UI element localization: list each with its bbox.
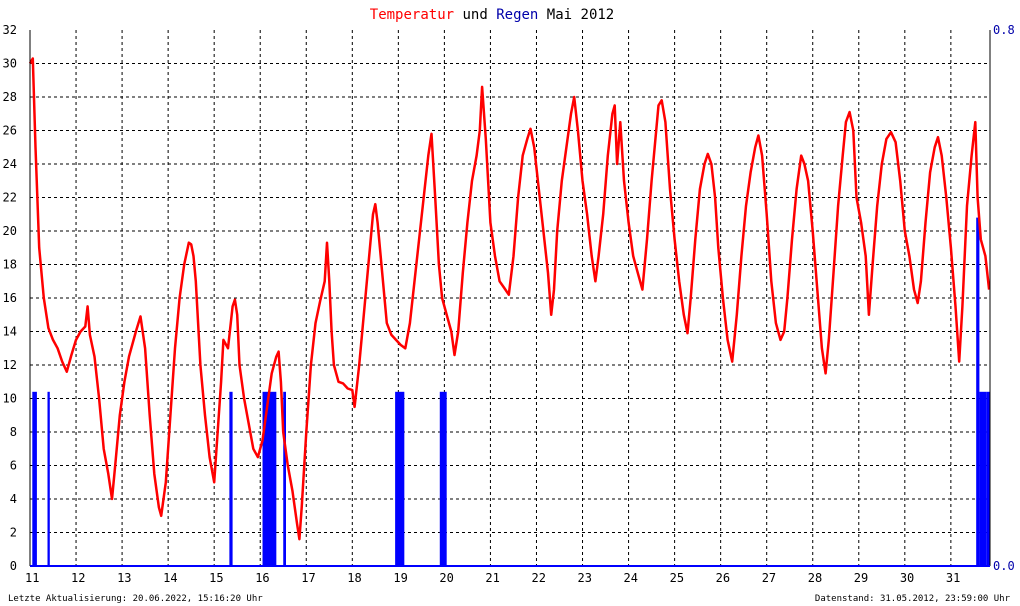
x-tick-label: 20 (439, 571, 453, 585)
title-und: und (454, 7, 496, 23)
x-tick-label: 17 (301, 571, 315, 585)
rain-bar (47, 391, 50, 566)
y-tick-label-right: 0.0 (993, 559, 1015, 573)
rain-bar (986, 391, 990, 566)
x-tick-label: 24 (624, 571, 638, 585)
y-tick-label-left: 12 (3, 358, 17, 372)
x-tick-label: 29 (854, 571, 868, 585)
y-tick-label-left: 22 (3, 191, 17, 205)
x-tick-label: 18 (347, 571, 361, 585)
y-tick-label-left: 32 (3, 23, 17, 37)
y-tick-label-left: 0 (10, 559, 17, 573)
y-tick-label-left: 14 (3, 325, 17, 339)
temperature-series (28, 57, 991, 541)
title-month: Mai 2012 (538, 7, 614, 23)
rain-bar (439, 391, 447, 566)
temperature-line (28, 57, 991, 541)
y-tick-label-left: 8 (10, 425, 17, 439)
rain-bar (229, 391, 233, 566)
y-axis-right-labels: 0.0 0.8 (993, 23, 1015, 573)
y-tick-label-left: 2 (10, 526, 17, 540)
x-axis-labels: 11 12 13 14 15 16 17 18 19 20 21 22 23 24 25 26 27 28 29 30… (25, 571, 960, 585)
y-tick-label-left: 28 (3, 90, 17, 104)
rain-bar (283, 391, 286, 566)
rain-bars (32, 217, 990, 566)
y-tick-label-left: 4 (10, 492, 17, 506)
x-tick-label: 31 (946, 571, 960, 585)
rain-bar (395, 391, 405, 566)
y-tick-label-left: 20 (3, 224, 17, 238)
x-tick-label: 11 (25, 571, 39, 585)
y-tick-label-right: 0.8 (993, 23, 1015, 37)
y-tick-label-left: 16 (3, 291, 17, 305)
x-tick-label: 27 (762, 571, 776, 585)
y-tick-label-left: 26 (3, 124, 17, 138)
x-tick-label: 15 (209, 571, 223, 585)
x-tick-label: 12 (71, 571, 85, 585)
rain-bar (979, 391, 987, 566)
y-tick-label-left: 18 (3, 258, 17, 272)
footer-data-status: Datenstand: 31.05.2012, 23:59:00 Uhr (814, 594, 1010, 604)
axes (29, 30, 991, 567)
x-tick-label: 28 (808, 571, 822, 585)
y-tick-label-left: 10 (3, 392, 17, 406)
x-tick-label: 21 (485, 571, 499, 585)
title-regen: Regen (496, 7, 538, 23)
y-tick-label-left: 30 (3, 57, 17, 71)
x-tick-label: 16 (255, 571, 269, 585)
x-tick-label: 25 (670, 571, 684, 585)
rain-bar (262, 391, 277, 566)
chart-title: Temperatur und Regen Mai 2012 (370, 7, 614, 23)
y-tick-label-left: 6 (10, 459, 17, 473)
footer-last-update: Letzte Aktualisierung: 20.06.2022, 15:16… (8, 594, 263, 604)
x-tick-label: 30 (900, 571, 914, 585)
y-tick-label-left: 24 (3, 157, 17, 171)
grid (30, 30, 990, 566)
x-tick-label: 19 (393, 571, 407, 585)
x-tick-label: 22 (531, 571, 545, 585)
x-tick-label: 13 (117, 571, 131, 585)
title-temperatur: Temperatur (370, 7, 454, 23)
rain-bar (976, 217, 980, 566)
x-tick-label: 14 (163, 571, 177, 585)
rain-bar (32, 391, 37, 566)
x-tick-label: 23 (578, 571, 592, 585)
x-tick-label: 26 (716, 571, 730, 585)
